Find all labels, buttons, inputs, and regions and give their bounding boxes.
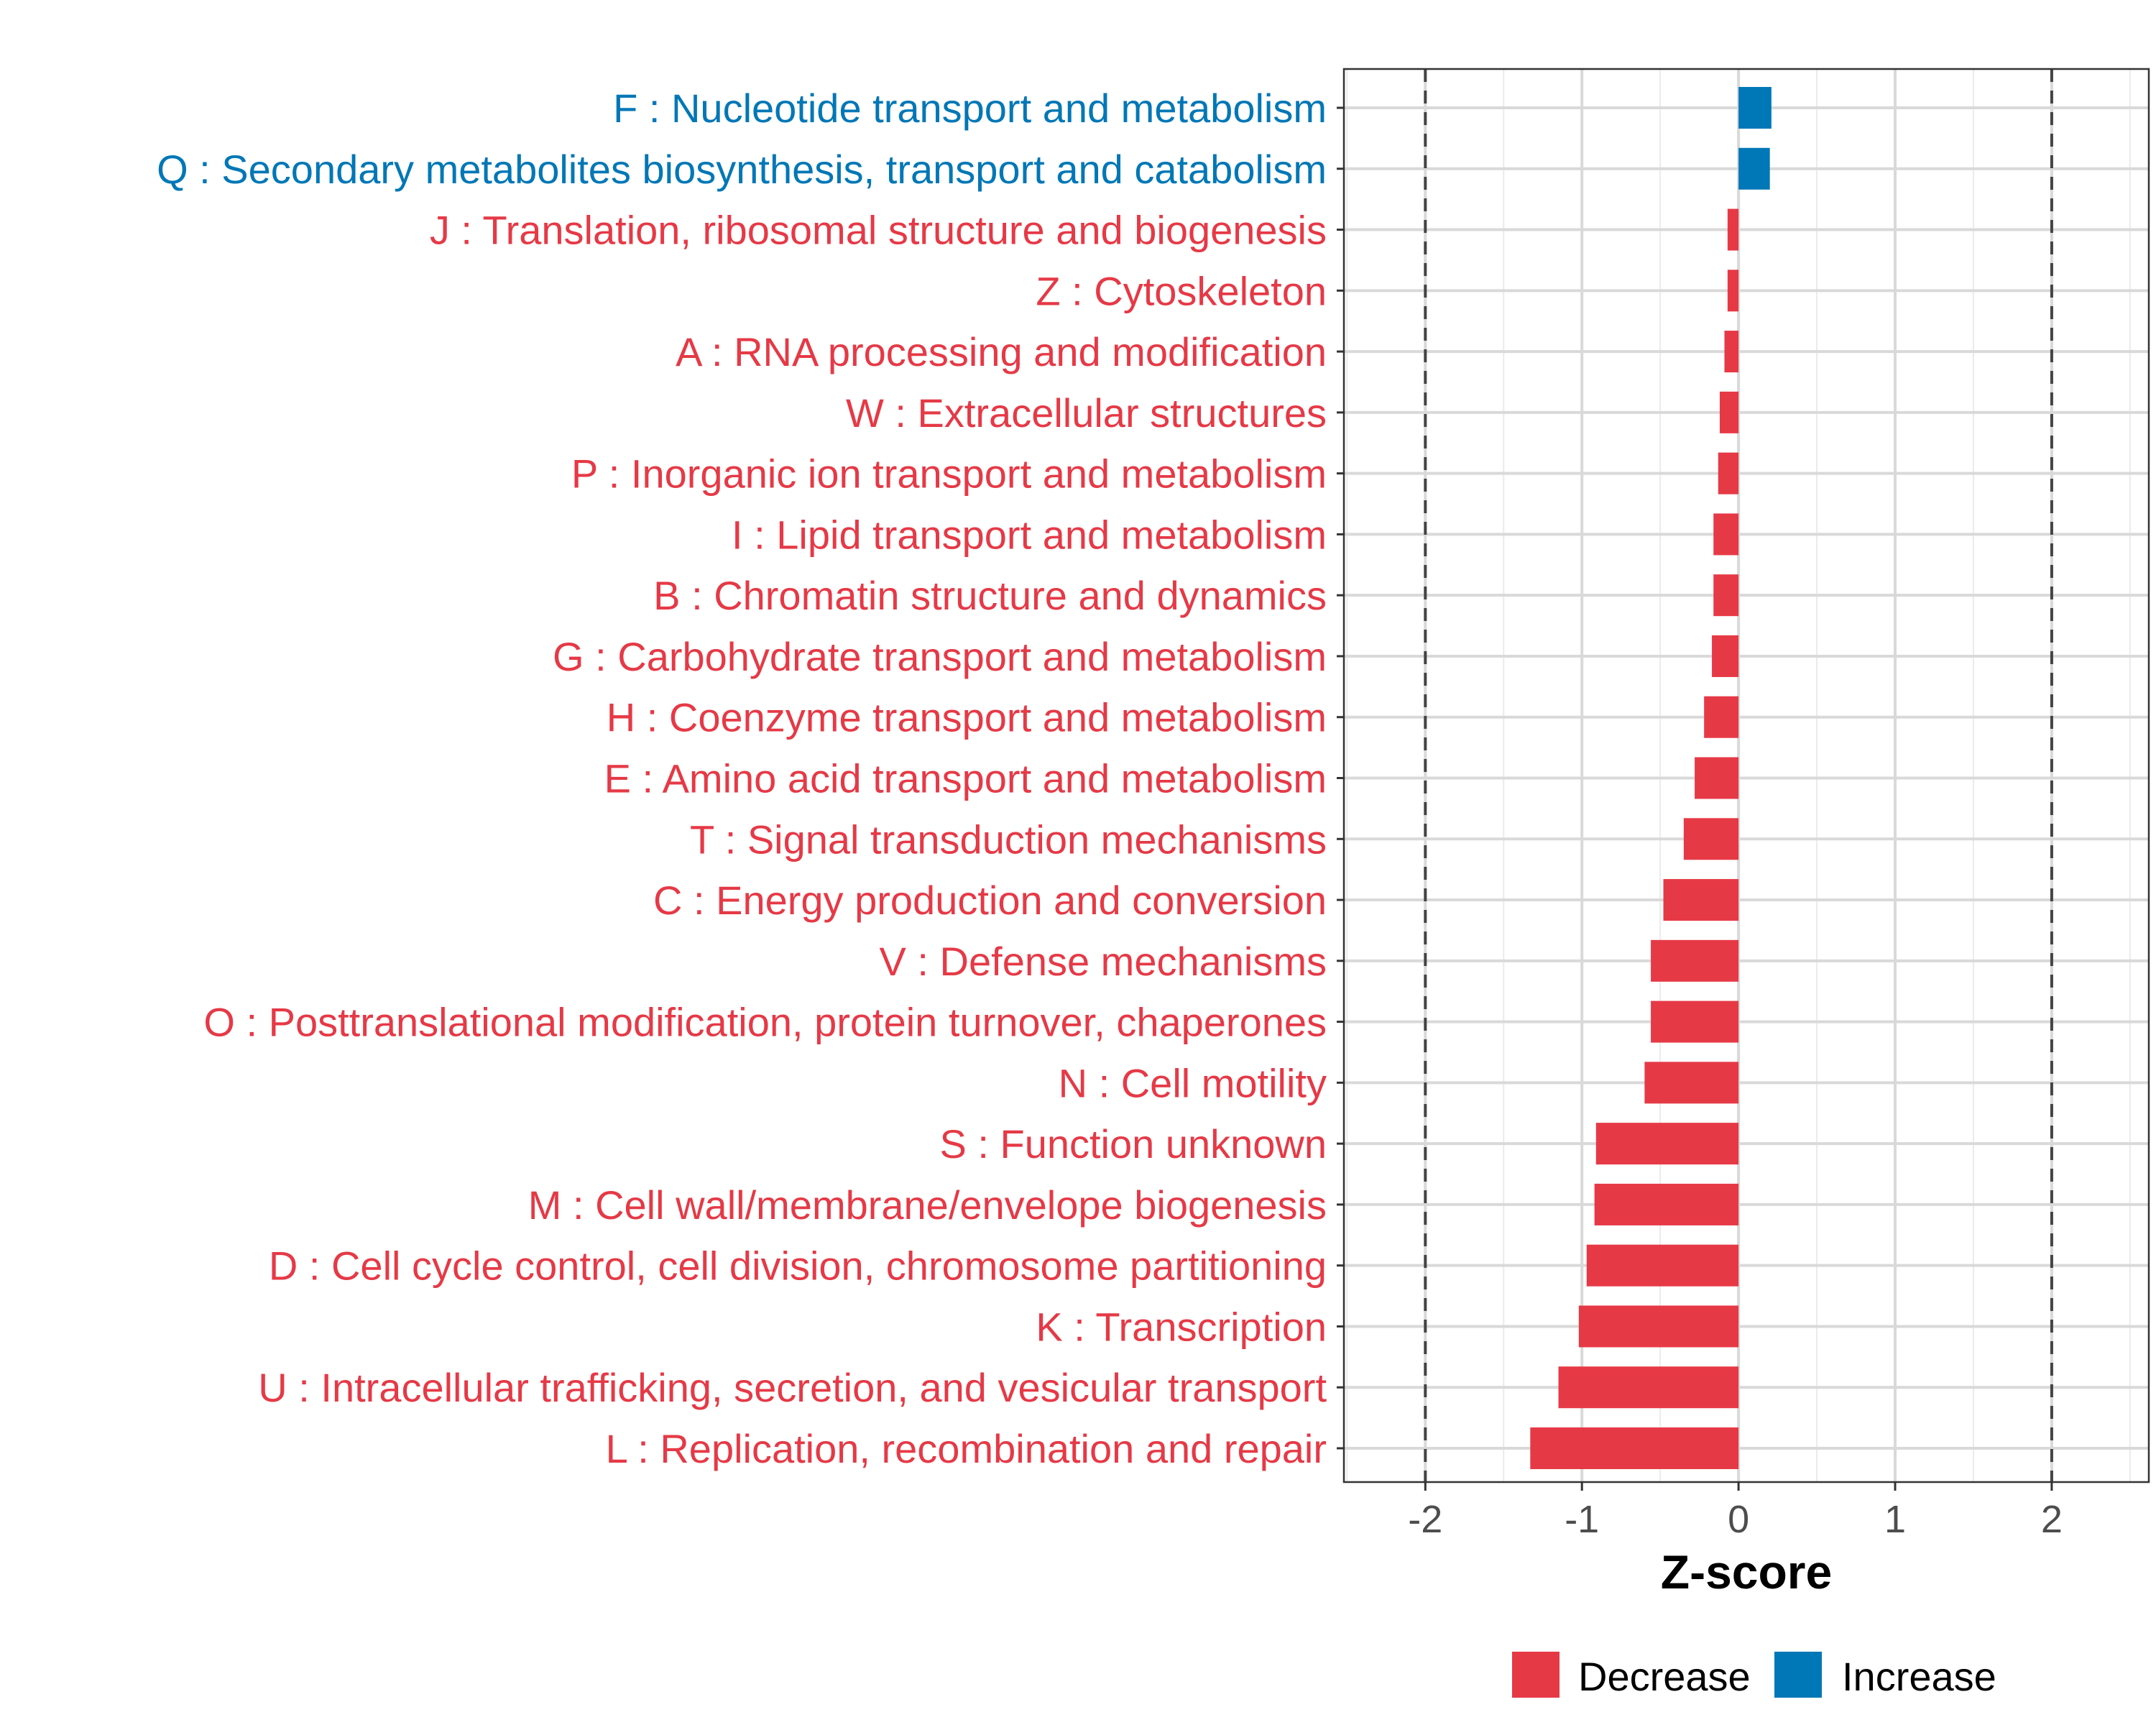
category-label: J : Translation, ribosomal structure and… bbox=[430, 208, 1327, 253]
bar bbox=[1530, 1427, 1739, 1469]
category-label: E : Amino acid transport and metabolism bbox=[604, 756, 1327, 801]
bar bbox=[1683, 818, 1739, 860]
bar bbox=[1644, 1062, 1739, 1104]
legend-label-increase: Increase bbox=[1842, 1654, 1996, 1699]
legend-swatch-increase bbox=[1774, 1652, 1822, 1698]
bar bbox=[1713, 574, 1739, 617]
bars bbox=[1530, 87, 1772, 1469]
category-label: U : Intracellular trafficking, secretion… bbox=[258, 1365, 1327, 1410]
bar bbox=[1663, 879, 1739, 921]
x-axis-ticks: -2 -1 0 1 2 bbox=[1408, 1482, 2063, 1541]
category-label: N : Cell motility bbox=[1059, 1060, 1327, 1105]
x-tick-label: 1 bbox=[1884, 1498, 1906, 1541]
bar bbox=[1713, 513, 1739, 556]
bar bbox=[1712, 635, 1739, 677]
category-label: F : Nucleotide transport and metabolism bbox=[613, 86, 1327, 131]
bar bbox=[1651, 1000, 1739, 1043]
bar bbox=[1704, 696, 1739, 738]
bar bbox=[1727, 208, 1739, 251]
category-label: A : RNA processing and modification bbox=[676, 329, 1327, 374]
category-label: L : Replication, recombination and repai… bbox=[606, 1426, 1327, 1471]
category-label: S : Function unknown bbox=[939, 1121, 1327, 1167]
y-axis-labels: F : Nucleotide transport and metabolism Q… bbox=[157, 86, 1344, 1471]
bar bbox=[1595, 1123, 1739, 1165]
legend-label-decrease: Decrease bbox=[1578, 1654, 1751, 1699]
category-label: Z : Cytoskeleton bbox=[1036, 268, 1327, 313]
category-label: B : Chromatin structure and dynamics bbox=[653, 573, 1327, 618]
category-label: V : Defense mechanisms bbox=[880, 939, 1327, 984]
category-label: O : Posttranslational modification, prot… bbox=[203, 1000, 1327, 1045]
grid bbox=[1344, 69, 2149, 1482]
panel-border bbox=[1342, 68, 2150, 1484]
x-axis-title: Z-score bbox=[1661, 1545, 1832, 1598]
legend-swatch-decrease bbox=[1512, 1652, 1560, 1698]
category-label: H : Coenzyme transport and metabolism bbox=[607, 695, 1327, 740]
bar bbox=[1719, 391, 1739, 433]
bar bbox=[1586, 1244, 1739, 1287]
bar bbox=[1738, 147, 1770, 190]
category-label: W : Extracellular structures bbox=[846, 390, 1327, 436]
category-label: I : Lipid transport and metabolism bbox=[732, 512, 1327, 557]
bar bbox=[1727, 270, 1739, 312]
x-tick-label: -1 bbox=[1565, 1498, 1599, 1541]
bar bbox=[1718, 452, 1739, 494]
x-tick-label: 0 bbox=[1728, 1498, 1749, 1541]
bar bbox=[1578, 1305, 1739, 1348]
category-label: P : Inorganic ion transport and metaboli… bbox=[571, 451, 1327, 497]
category-label: M : Cell wall/membrane/envelope biogenes… bbox=[528, 1182, 1327, 1228]
x-tick-label: -2 bbox=[1408, 1498, 1442, 1541]
x-tick-label: 2 bbox=[2041, 1498, 2063, 1541]
category-label: T : Signal transduction mechanisms bbox=[690, 816, 1327, 862]
bar bbox=[1695, 757, 1739, 799]
category-label: D : Cell cycle control, cell division, c… bbox=[269, 1243, 1327, 1289]
bar bbox=[1724, 331, 1739, 373]
category-label: Q : Secondary metabolites biosynthesis, … bbox=[157, 147, 1327, 192]
category-label: K : Transcription bbox=[1036, 1304, 1327, 1349]
bar bbox=[1558, 1366, 1739, 1409]
category-label: G : Carbohydrate transport and metabolis… bbox=[553, 634, 1327, 679]
bar bbox=[1738, 87, 1772, 129]
bar bbox=[1594, 1183, 1739, 1225]
category-label: C : Energy production and conversion bbox=[653, 878, 1327, 923]
legend: Decrease Increase bbox=[1512, 1652, 1996, 1699]
bar bbox=[1651, 939, 1739, 982]
